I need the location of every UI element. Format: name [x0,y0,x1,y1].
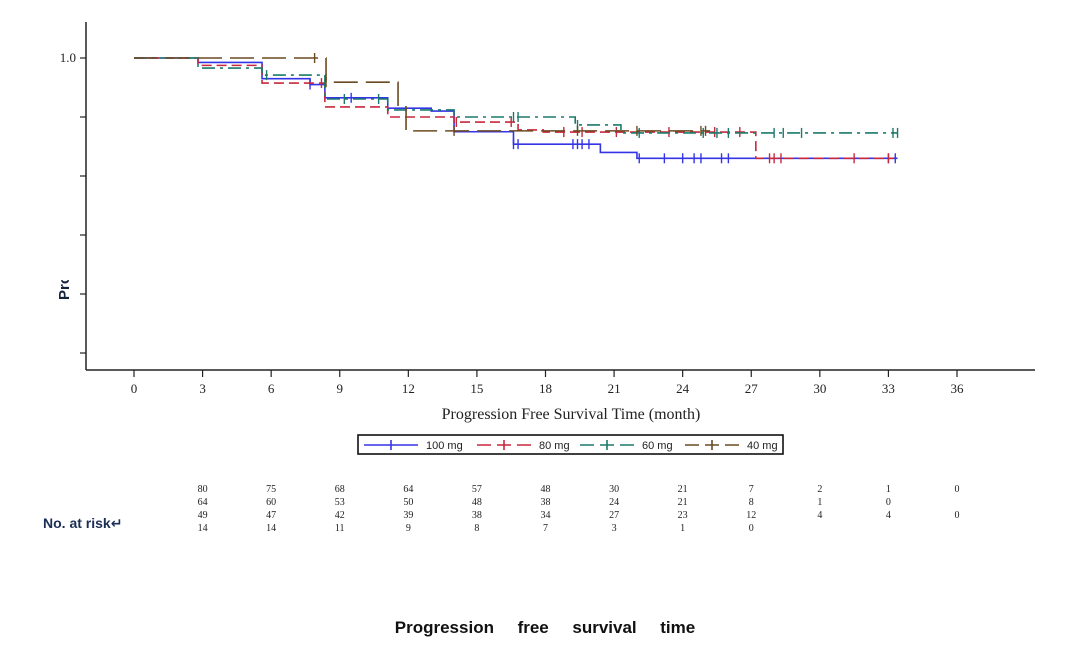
y-tick-label: 1.0 [60,50,76,65]
survival-curves [134,53,899,164]
legend-box [357,434,784,455]
x-tick-label: 33 [882,381,895,396]
curve-80mg [134,57,893,160]
x-tick-label: 3 [199,381,206,396]
at-risk-value: 60 [266,497,276,508]
at-risk-value: 27 [609,510,619,521]
at-risk-value: 53 [335,497,345,508]
at-risk-value: 47 [266,510,276,521]
at-risk-value: 0 [749,523,754,534]
curve-40mg [134,57,711,132]
at-risk-value: 8 [749,497,754,508]
at-risk-label: No. at risk↵ [43,515,122,531]
at-risk-value: 38 [541,497,551,508]
at-risk-value: 48 [472,497,482,508]
x-tick-label: 18 [539,381,552,396]
at-risk-value: 0 [886,497,891,508]
legend-label: 60 mg [642,440,673,452]
x-tick-label: 6 [268,381,275,396]
at-risk-value: 14 [198,523,208,534]
x-tick-label: 9 [337,381,344,396]
at-risk-value: 1 [680,523,685,534]
x-tick-label: 15 [470,381,483,396]
x-tick-label: 24 [676,381,690,396]
x-tick-label: 27 [745,381,759,396]
legend-label: 40 mg [747,440,778,452]
legend-label: 80 mg [539,440,570,452]
at-risk-value: 8 [474,523,479,534]
legend: 100 mg 80 mg 60 mg 40 mg [357,434,784,455]
at-risk-value: 50 [403,497,413,508]
chart-caption: Progression free survival time [395,618,695,637]
x-axis-label: Progression Free Survival Time (month) [442,406,701,423]
at-risk-value: 75 [266,484,276,495]
at-risk-value: 0 [955,510,960,521]
at-risk-value: 39 [403,510,413,521]
at-risk-value: 1 [886,484,891,495]
at-risk-value: 12 [746,510,756,521]
at-risk-value: 64 [198,497,208,508]
x-tick-label: 21 [608,381,621,396]
at-risk-table: 80 75 68 64 57 48 30 21 7 2 1 064 60 53 50 48 38 24 21 8 1 04… [198,484,960,534]
at-risk-value: 21 [678,484,688,495]
at-risk-value: 48 [541,484,551,495]
x-tick-label: 30 [813,381,826,396]
at-risk-value: 3 [612,523,617,534]
at-risk-value: 68 [335,484,345,495]
x-tick-label: 12 [402,381,415,396]
at-risk-value: 57 [472,484,482,495]
curve-100mg [134,57,898,160]
y-axis-label: Probability of PFS( [56,166,73,300]
at-risk-value: 7 [543,523,548,534]
at-risk-value: 4 [817,510,822,521]
at-risk-value: 4 [886,510,891,521]
at-risk-value: 64 [403,484,413,495]
at-risk-value: 49 [198,510,208,521]
at-risk-value: 38 [472,510,482,521]
legend-label: 100 mg [426,440,463,452]
at-risk-value: 30 [609,484,619,495]
at-risk-value: 2 [817,484,822,495]
at-risk-value: 7 [749,484,754,495]
at-risk-value: 42 [335,510,345,521]
x-tick-label: 0 [131,381,138,396]
at-risk-value: 21 [678,497,688,508]
at-risk-value: 9 [406,523,411,534]
x-tick-label: 36 [951,381,965,396]
at-risk-value: 80 [198,484,208,495]
at-risk-value: 0 [955,484,960,495]
at-risk-value: 11 [335,523,345,534]
at-risk-value: 23 [678,510,688,521]
at-risk-value: 1 [817,497,822,508]
at-risk-value: 34 [541,510,551,521]
at-risk-value: 24 [609,497,619,508]
axes: 0 3 6 9 12 15 18 21 24 27 30 33 361.0 [60,22,1035,396]
at-risk-value: 14 [266,523,276,534]
curve-60mg [134,57,898,134]
